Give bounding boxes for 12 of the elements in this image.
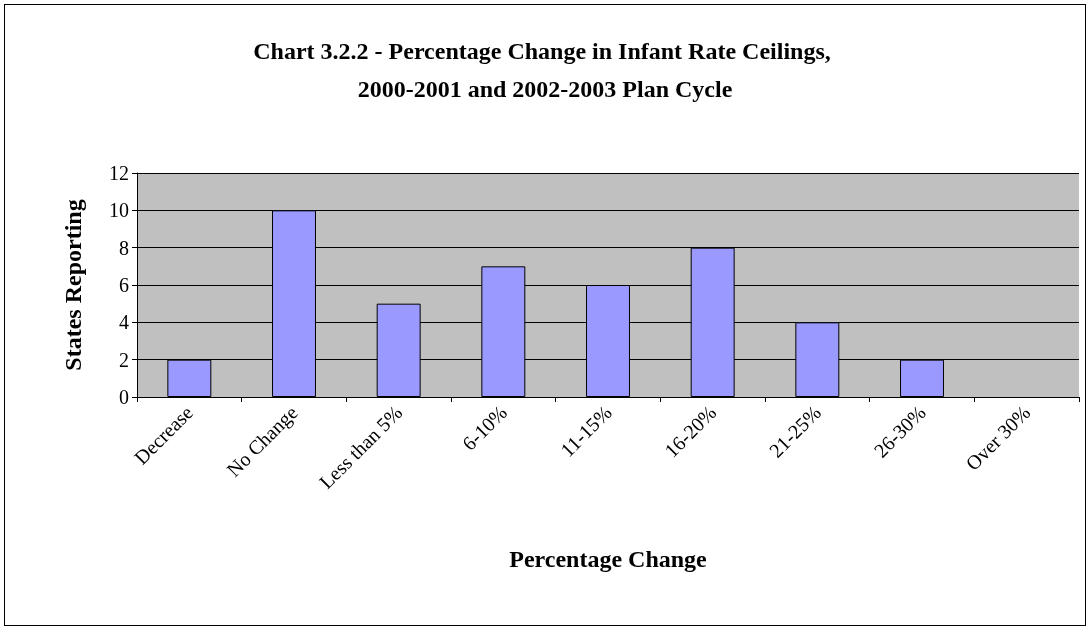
y-tick-label: 6 [119,274,129,296]
y-tick-label: 12 [109,162,129,184]
y-tick-label: 8 [119,236,129,259]
y-tick-label: 2 [119,348,129,371]
x-tick-label: Over 30% [961,401,1035,475]
chart-title: Chart 3.2.2 - Percentage Change in Infant Rate Ceilings, 2000-2001 and 2002-2003 Plan Cycle [253,38,837,102]
y-tick-label: 4 [119,311,129,334]
y-tick-label: 0 [119,386,129,408]
y-tick-label: 10 [109,199,129,222]
y-axis-title: States Reporting [60,199,86,371]
x-axis-title: Percentage Change [509,546,708,572]
x-tick-label: Less than 5% [314,401,407,493]
